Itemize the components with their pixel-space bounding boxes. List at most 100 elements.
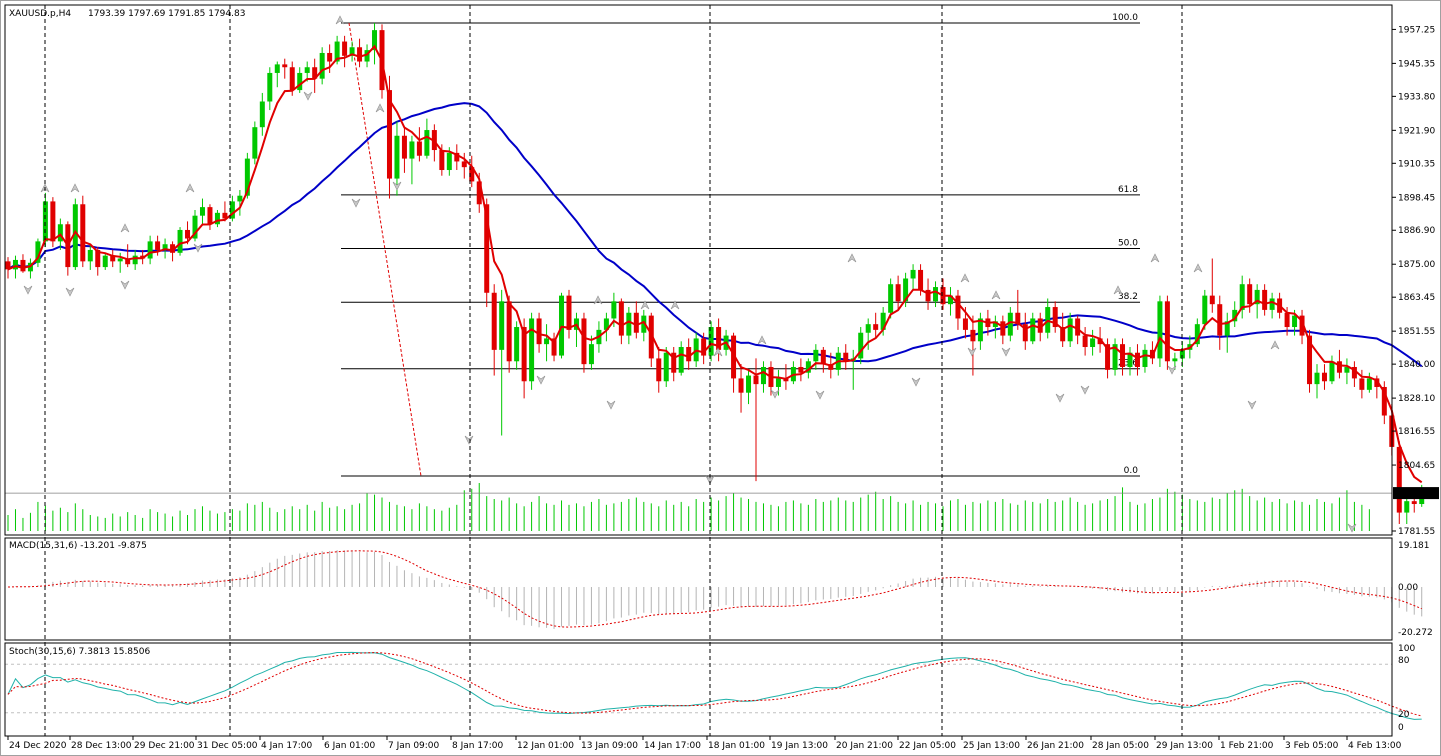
candle-body: [110, 255, 116, 262]
stoch-panel[interactable]: [5, 651, 1422, 720]
candle-body: [1329, 361, 1335, 382]
candle-body: [566, 295, 572, 330]
candle-body: [820, 349, 826, 365]
candle-body: [551, 338, 557, 356]
fractal-down-arrow: [464, 435, 474, 445]
fractal-down-arrow: [705, 475, 715, 485]
candle-body: [1299, 315, 1305, 336]
stoch-title: Stoch(30,15,6) 7.3813 15.8506: [9, 647, 150, 657]
candle-body: [327, 52, 333, 62]
candle-body: [484, 204, 490, 293]
candle-body: [843, 352, 849, 362]
price-panel[interactable]: 100.061.850.038.223.60.0: [5, 13, 1425, 533]
price-frame: [4, 4, 1393, 536]
price-tick-label: 1816.55: [1398, 427, 1435, 437]
time-tick-label: 3 Feb 05:00: [1285, 741, 1339, 751]
time-tick-label: 19 Jan 13:00: [771, 741, 828, 751]
candle-body: [416, 141, 422, 156]
candle-body: [439, 150, 445, 171]
fractal-up-arrow: [120, 223, 130, 233]
fractal-up-arrow: [713, 347, 723, 357]
symbol-label: XAUUSD.p,H4: [9, 9, 71, 19]
candle-body: [947, 295, 953, 305]
fib-level-label: 50.0: [1118, 239, 1138, 249]
candle-body: [656, 358, 662, 382]
candle-body: [701, 338, 707, 356]
candle-body: [72, 204, 78, 268]
price-tick-label: 1781.55: [1398, 527, 1435, 537]
candle-body: [1112, 344, 1118, 370]
candle-body: [648, 315, 654, 359]
candle-body: [798, 366, 804, 373]
price-tick-label: 1933.80: [1398, 92, 1435, 102]
candle-body: [244, 158, 250, 196]
fractal-up-arrow: [185, 183, 195, 193]
fractal-up-arrow: [593, 295, 603, 305]
candle-body: [970, 329, 976, 342]
candle-body: [401, 135, 407, 159]
candle-body: [738, 378, 744, 393]
fractal-down-arrow: [1167, 365, 1177, 375]
price-tick-label: 1840.00: [1398, 360, 1435, 370]
candle-body: [1336, 361, 1342, 373]
price-tick-label: 1851.55: [1398, 327, 1435, 337]
fib-level-label: 100.0: [1112, 13, 1138, 23]
candle-body: [1067, 318, 1073, 342]
fractal-down-arrow: [303, 91, 313, 101]
candle-body: [514, 327, 520, 362]
candle-body: [955, 295, 961, 319]
candle-body: [259, 101, 265, 128]
fractal-down-arrow: [351, 198, 361, 208]
candle-body: [1239, 284, 1245, 310]
candle-body: [813, 349, 819, 362]
candle-body: [199, 207, 205, 216]
macd-axis-label: -20.272: [1398, 628, 1433, 638]
labels: XAUUSD.p,H4 1793.39 1797.69 1791.85 1794…: [9, 9, 245, 657]
candle-body: [12, 259, 18, 270]
candle-body: [1105, 344, 1111, 370]
ma-fast-line: [7, 44, 1423, 484]
candle-body: [192, 215, 198, 239]
price-tick-label: 1875.00: [1398, 260, 1435, 270]
macd-axis-label: 0.00: [1398, 583, 1418, 593]
candle-body: [499, 301, 505, 350]
candle-body: [1411, 501, 1417, 505]
price-tick-label: 1863.45: [1398, 293, 1435, 303]
candle-body: [342, 41, 348, 56]
macd-panel[interactable]: [7, 550, 1423, 629]
candle-body: [1194, 324, 1200, 345]
candle-body: [1142, 349, 1148, 367]
candle-body: [1351, 366, 1357, 379]
candle-body: [35, 241, 41, 263]
fractal-down-arrow: [967, 347, 977, 357]
candle-body: [895, 284, 901, 302]
fractal-down-arrow: [1001, 347, 1011, 357]
candle-body: [1037, 318, 1043, 333]
candle-body: [1344, 366, 1350, 373]
candle-body: [731, 335, 737, 379]
candle-body: [544, 338, 550, 345]
fractal-down-arrow: [536, 375, 546, 385]
candle-body: [506, 301, 512, 362]
price-tick-label: 1804.65: [1398, 461, 1435, 471]
candle-body: [1015, 312, 1021, 325]
macd-axis-label: 19.181: [1398, 541, 1430, 551]
candle-body: [461, 161, 467, 168]
candle-body: [1292, 315, 1298, 328]
fib-level-label: 0.0: [1124, 466, 1139, 476]
stoch-axis-label: 100: [1398, 644, 1415, 654]
candle-body: [977, 318, 983, 342]
candle-body: [297, 72, 303, 91]
candle-body: [1359, 378, 1365, 390]
ohlc-readout: 1793.39 1797.69 1791.85 1794.83: [88, 9, 245, 19]
candle-body: [1000, 321, 1006, 336]
candle-body: [1007, 312, 1013, 336]
price-tick-label: 1921.90: [1398, 126, 1435, 136]
candle-body: [1321, 372, 1327, 382]
time-tick-label: 8 Jan 17:00: [452, 741, 504, 751]
candle-body: [633, 312, 639, 333]
candle-body: [252, 127, 258, 159]
ma-slow-line: [7, 102, 1423, 368]
time-tick-label: 14 Jan 17:00: [644, 741, 701, 751]
